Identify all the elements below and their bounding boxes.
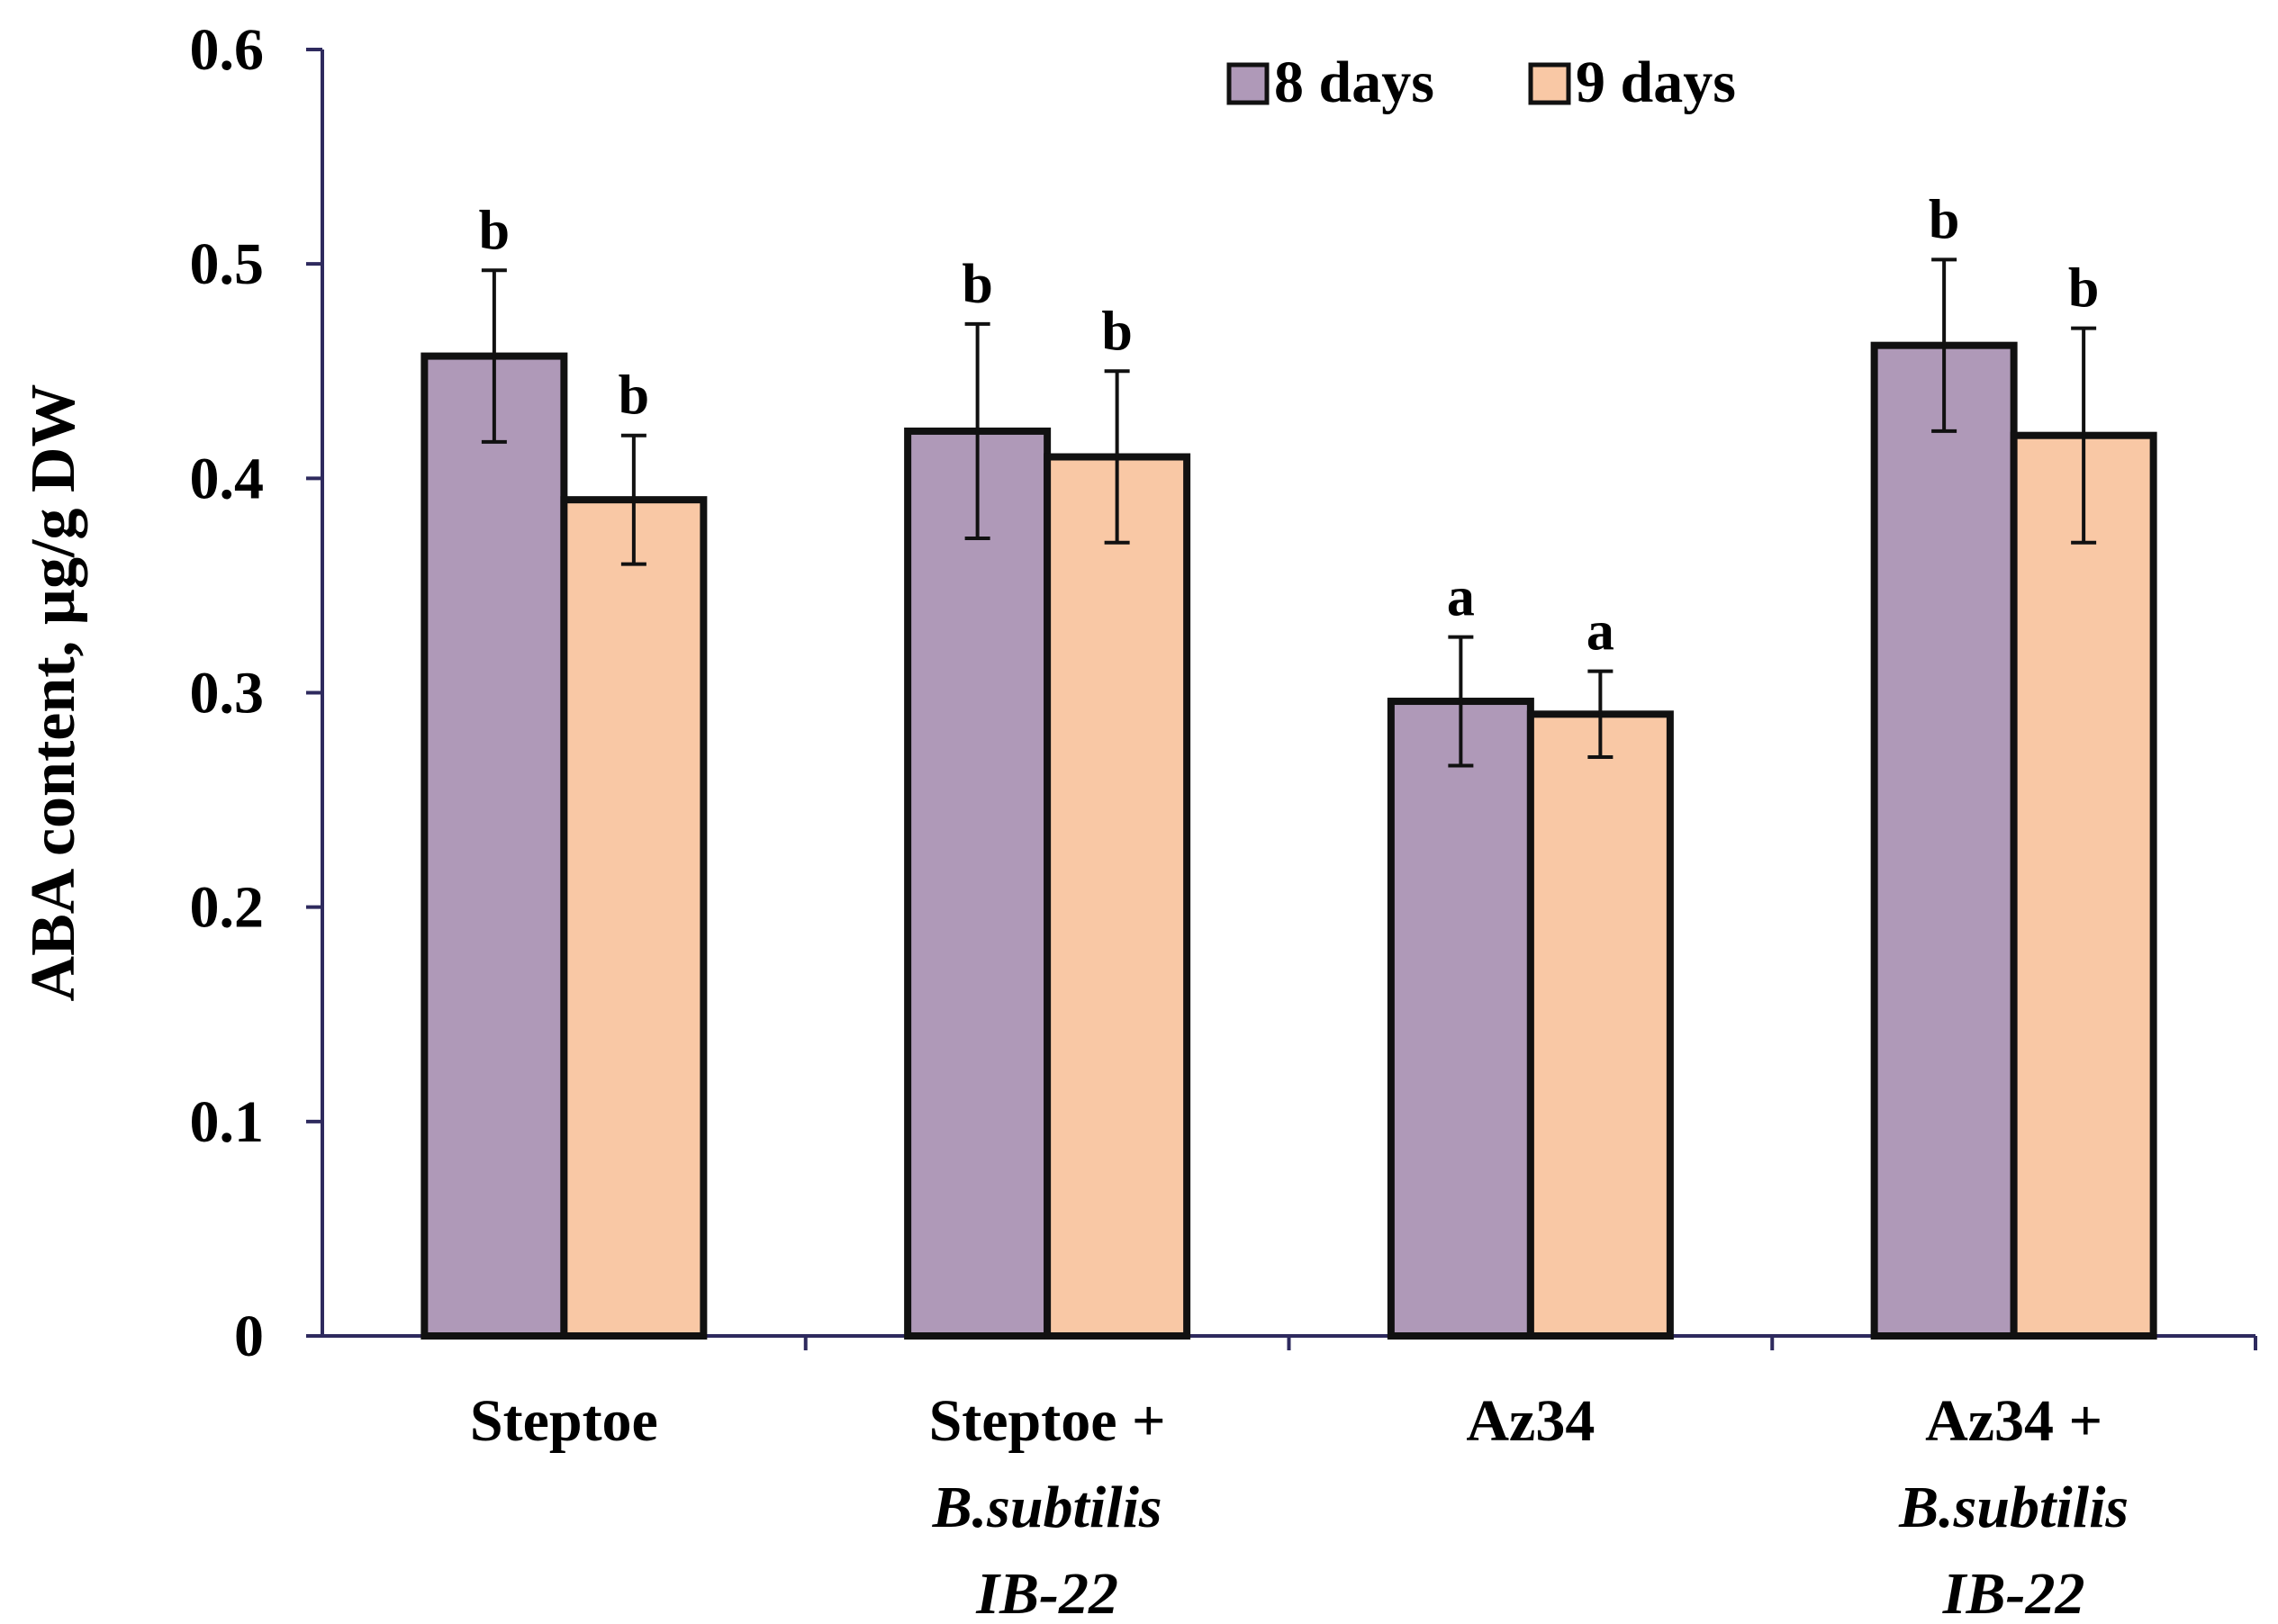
legend-label: 9 days (1576, 50, 1736, 115)
y-tick-label: 0.5 (190, 231, 265, 297)
legend-swatch (1528, 62, 1571, 105)
y-axis-label: ABA content, µg/g DW (19, 384, 88, 1002)
significance-label: a (1586, 601, 1614, 663)
labels: b b a b b b a b (479, 189, 2100, 662)
bar-series-1 (904, 427, 1052, 1340)
x-category-label: B.subtilis (1898, 1475, 2129, 1540)
legend-label: 8 days (1274, 50, 1434, 115)
bar-series-2 (1044, 453, 1191, 1340)
y-tick-label: 0.1 (190, 1089, 265, 1155)
significance-label: b (962, 254, 992, 315)
significance-label: b (2068, 258, 2099, 320)
error-bars (481, 257, 2097, 768)
significance-label: b (1929, 189, 1959, 250)
y-tick-label: 0.3 (190, 661, 265, 726)
x-category-label: Steptoe (470, 1388, 658, 1454)
bar-series-1 (1387, 698, 1534, 1340)
significance-label: a (1447, 567, 1475, 628)
significance-label: b (479, 200, 510, 261)
axes: 0 0.1 0.2 0.3 0.4 0.5 0.6 ABA content, µg/g DW S… (19, 17, 2257, 1624)
bar-series-2 (1526, 710, 1674, 1340)
significance-label: b (1101, 301, 1132, 362)
bar-series-2 (2010, 431, 2157, 1340)
x-category-label: IB-22 (975, 1561, 1118, 1624)
y-tick-label: 0.4 (190, 446, 265, 511)
x-category-label: Az34 + (1925, 1388, 2102, 1454)
y-tick-label: 0.2 (190, 875, 265, 941)
x-category-label: IB-22 (1942, 1561, 2085, 1624)
y-tick-label: 0 (234, 1304, 264, 1369)
legend: 8 days 9 days (1226, 50, 1736, 115)
y-tick-label: 0.6 (190, 17, 265, 83)
x-category-label: Steptoe + (929, 1388, 1166, 1454)
bar-series-2 (560, 496, 708, 1340)
legend-swatch (1226, 62, 1270, 105)
bar-series-1 (1870, 341, 2018, 1340)
x-category-label: B.subtilis (932, 1475, 1162, 1540)
x-category-label: Az34 (1466, 1388, 1595, 1454)
bar-series-1 (420, 352, 568, 1340)
significance-label: b (619, 365, 649, 427)
bars (420, 341, 2157, 1340)
